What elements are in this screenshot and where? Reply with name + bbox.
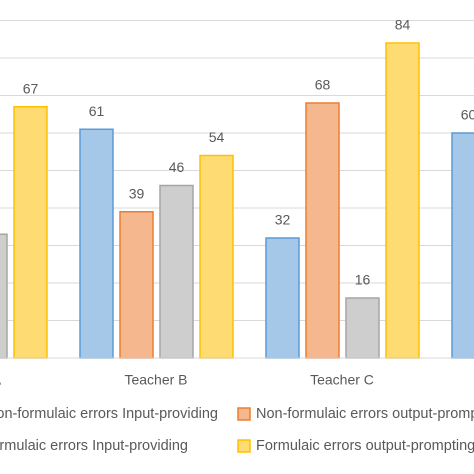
data-label: 84 bbox=[395, 17, 411, 33]
x-tick-label: Teacher B bbox=[124, 372, 187, 388]
legend-label: Formulaic errors Input-providing bbox=[0, 438, 188, 454]
data-label: 16 bbox=[355, 272, 371, 288]
data-label: 68 bbox=[315, 77, 331, 93]
bar bbox=[305, 102, 340, 359]
data-label: 67 bbox=[23, 80, 39, 96]
legend-swatch bbox=[237, 407, 251, 421]
data-label: 60 bbox=[461, 107, 474, 123]
bar bbox=[13, 106, 48, 359]
data-label: 54 bbox=[209, 129, 225, 145]
bar bbox=[199, 154, 234, 359]
bar bbox=[385, 42, 420, 359]
legend-swatch bbox=[237, 439, 251, 453]
data-label: 46 bbox=[169, 159, 185, 175]
bar bbox=[79, 128, 114, 359]
bar bbox=[0, 233, 8, 359]
legend-label: Non-formulaic errors output-prompting bbox=[256, 406, 474, 422]
bar bbox=[119, 211, 154, 359]
data-label: 61 bbox=[89, 103, 105, 119]
data-label: 32 bbox=[275, 212, 291, 228]
data-label: 39 bbox=[129, 185, 145, 201]
bar bbox=[159, 184, 194, 359]
bar bbox=[345, 297, 380, 359]
x-tick-label: Teacher C bbox=[310, 372, 374, 388]
x-tick-label: Teacher A bbox=[0, 372, 2, 388]
legend-label: Non-formulaic errors Input-providing bbox=[0, 406, 218, 422]
legend-label: Formulaic errors output-prompting bbox=[256, 438, 474, 454]
bar bbox=[451, 132, 474, 359]
bar bbox=[265, 237, 300, 359]
